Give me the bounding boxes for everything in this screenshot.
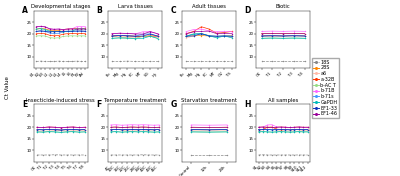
Legend: 18S, 28S, a6, a-32B, b-AC T, b-71B, b-71s, GaPDH, EF1-33, EF1-46: 18S, 28S, a6, a-32B, b-AC T, b-71B, b-71…	[312, 58, 339, 118]
Title: Insecticide-induced stress: Insecticide-induced stress	[26, 98, 95, 103]
Title: Biotic: Biotic	[276, 4, 290, 10]
Text: H: H	[244, 99, 251, 109]
Title: Adult tissues: Adult tissues	[192, 4, 226, 10]
Text: A: A	[22, 6, 28, 15]
Text: F: F	[96, 99, 102, 109]
Title: Starvation treatment: Starvation treatment	[181, 98, 237, 103]
Text: D: D	[244, 6, 251, 15]
Text: B: B	[96, 6, 102, 15]
Title: Developmental stages: Developmental stages	[31, 4, 90, 10]
Text: G: G	[170, 99, 177, 109]
Text: Ct Value: Ct Value	[5, 77, 10, 99]
Text: C: C	[170, 6, 176, 15]
Title: Temperature treatment: Temperature treatment	[104, 98, 166, 103]
Text: E: E	[22, 99, 28, 109]
Title: All samples: All samples	[268, 98, 298, 103]
Title: Larva tissues: Larva tissues	[118, 4, 152, 10]
